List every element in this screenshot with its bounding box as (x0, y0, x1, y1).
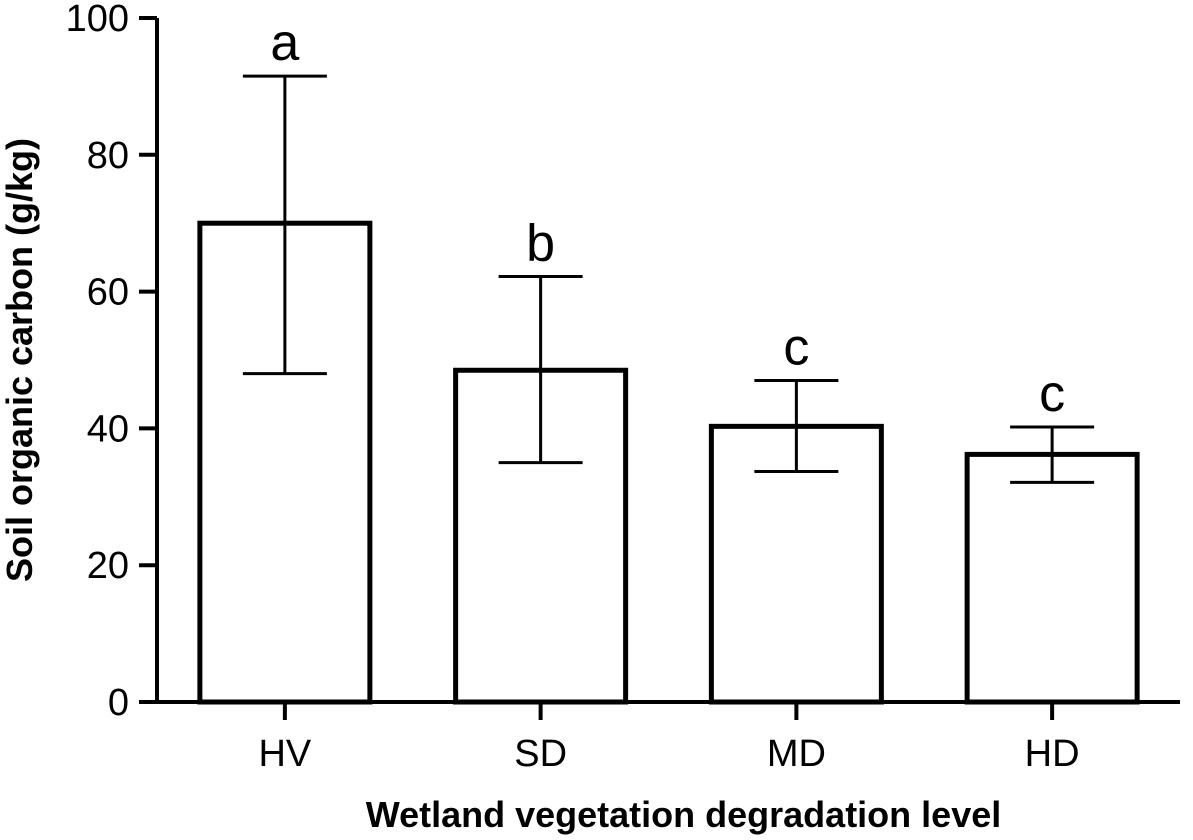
y-tick-label: 100 (66, 0, 129, 40)
bar-hd (964, 451, 1140, 705)
y-axis-title: Soil organic carbon (g/kg) (0, 138, 40, 582)
y-tick-label: 20 (87, 545, 129, 587)
x-axis-ticks: HV SD MD HD (258, 702, 1080, 775)
significance-label: a (270, 14, 299, 72)
x-tick-label: SD (514, 733, 567, 775)
significance-labels: a b c c (270, 14, 1065, 423)
x-tick-label: HV (258, 733, 311, 775)
x-tick-label: MD (767, 733, 826, 775)
y-tick-label: 60 (87, 272, 129, 314)
error-bars (242, 74, 1095, 484)
significance-label: c (1039, 365, 1065, 423)
y-tick-label: 0 (108, 682, 129, 724)
x-axis-title: Wetland vegetation degradation level (366, 794, 1001, 835)
significance-label: c (783, 319, 809, 377)
y-tick-label: 40 (87, 408, 129, 450)
significance-label: b (526, 215, 555, 273)
y-axis-ticks: 0 20 40 60 80 100 (66, 0, 157, 724)
x-tick-label: HD (1025, 733, 1080, 775)
bars (197, 220, 1140, 705)
y-tick-label: 80 (87, 135, 129, 177)
